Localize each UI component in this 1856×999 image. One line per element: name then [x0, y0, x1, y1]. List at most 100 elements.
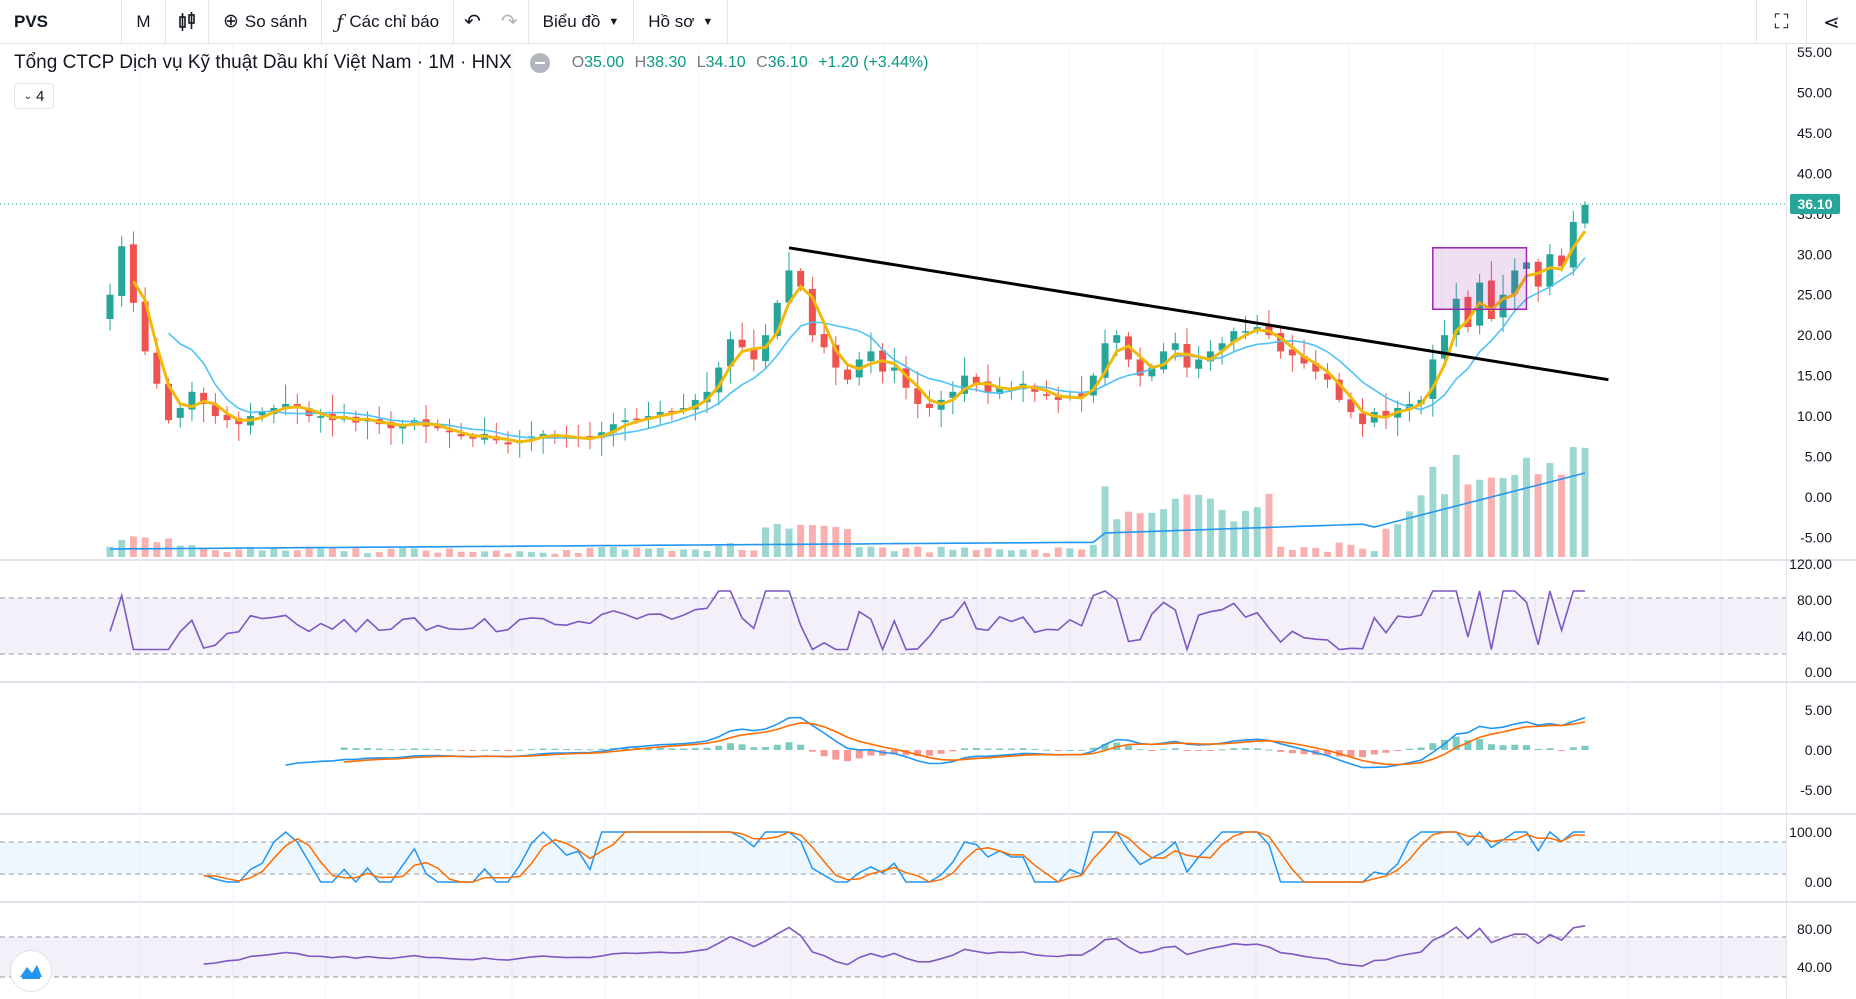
volume-bar	[1007, 550, 1015, 557]
volume-bar	[1054, 547, 1062, 557]
macd-histogram-bar	[1429, 743, 1437, 750]
macd-histogram-bar	[773, 744, 781, 750]
compare-button[interactable]: ⊕ So sánh	[209, 0, 323, 44]
change-value: +1.20 (+3.44%)	[818, 54, 929, 71]
undo-button[interactable]: ↶	[454, 0, 491, 44]
volume-bar	[867, 546, 875, 557]
volume-bar	[1288, 549, 1296, 557]
macd-histogram-bar	[598, 748, 606, 750]
fullscreen-icon: ⛶	[1774, 10, 1789, 33]
volume-bar	[165, 538, 173, 557]
volume-bar	[1382, 528, 1390, 557]
logo[interactable]	[10, 950, 52, 992]
share-button[interactable]: ⋖	[1806, 0, 1856, 44]
volume-bar	[1323, 551, 1331, 557]
descending-trendline[interactable]	[788, 246, 1609, 382]
volume-bar	[914, 546, 922, 557]
candle-body	[1464, 296, 1472, 328]
indicators-label: Các chỉ báo	[349, 11, 440, 31]
candle-body	[1382, 410, 1390, 417]
last-price-label: 36.10	[1797, 196, 1832, 212]
profile-menu-label: Hồ sơ	[648, 11, 695, 31]
candle-body	[1113, 335, 1121, 343]
fullscreen-button[interactable]: ⛶	[1756, 0, 1806, 44]
chart-menu-label: Biểu đồ	[542, 11, 601, 31]
high-key: H	[634, 54, 647, 71]
macd-histogram-bar	[1464, 740, 1472, 750]
macd-histogram-bar	[387, 749, 395, 751]
candle-body	[1323, 373, 1331, 380]
volume-bar	[937, 546, 945, 557]
candle-body	[914, 388, 922, 404]
volume-bar	[984, 547, 992, 557]
candle-body	[1288, 349, 1296, 356]
chart-menu-button[interactable]: Biểu đồ ▼	[529, 0, 635, 44]
candle-body	[1335, 379, 1343, 400]
candle-body	[1511, 270, 1519, 294]
candle-body	[1078, 393, 1086, 398]
rectangle-drawing[interactable]	[1432, 247, 1528, 311]
macd-histogram-bar	[726, 743, 734, 750]
volume-bar	[890, 551, 898, 557]
volume-bar	[1230, 521, 1238, 557]
macd-histogram-bar	[539, 748, 547, 750]
price-axis-tick: 20.00	[1797, 327, 1832, 343]
macd-histogram-bar	[691, 748, 699, 750]
interval-button[interactable]: M	[122, 0, 166, 44]
macd-histogram-bar	[1417, 747, 1425, 750]
macd-histogram-bar	[1452, 736, 1460, 750]
chevron-down-icon: ▼	[702, 15, 714, 28]
stoch-axis-tick: 0.00	[1805, 874, 1832, 890]
chart-type-button[interactable]	[166, 0, 209, 44]
volume-bar	[422, 550, 430, 557]
macd-histogram-bar	[750, 747, 758, 750]
legend-collapse-button[interactable]: ⌄ 4	[14, 83, 54, 109]
volume-bar	[925, 552, 933, 557]
compare-label: So sánh	[244, 11, 308, 31]
candle-body	[1300, 355, 1308, 364]
volume-bar	[1148, 512, 1156, 557]
candle-body	[165, 383, 173, 421]
volume-bar	[410, 548, 418, 557]
macd-histogram-bar	[410, 748, 418, 750]
macd-histogram-bar	[1534, 748, 1542, 750]
macd-histogram-bar	[1160, 749, 1168, 751]
candle-body	[258, 412, 266, 416]
volume-bar	[539, 552, 547, 557]
profile-menu-button[interactable]: Hồ sơ ▼	[634, 0, 729, 44]
candle-body	[996, 387, 1004, 394]
last-price-tag	[1790, 194, 1840, 214]
redo-button[interactable]: ↷	[491, 0, 529, 44]
candle-body	[1160, 351, 1168, 370]
candle-body	[1242, 331, 1250, 333]
macd-histogram-bar	[1522, 745, 1530, 750]
share-icon: ⋖	[1823, 11, 1840, 34]
macd-histogram-bar	[890, 750, 898, 755]
low-key: L	[696, 54, 706, 71]
price-axis-tick: -5.00	[1800, 529, 1832, 545]
price-axis-tick: 30.00	[1797, 246, 1832, 262]
volume-bar	[1242, 510, 1250, 557]
price-axis-tick: 50.00	[1797, 84, 1832, 100]
volume-bar	[1265, 493, 1273, 557]
symbol-search[interactable]: PVS	[0, 0, 122, 44]
macd-histogram-bar	[961, 748, 969, 750]
volume-bar	[1487, 477, 1495, 557]
macd-histogram-bar	[855, 750, 863, 759]
stoch-band	[0, 842, 1786, 874]
ma-fast-line	[132, 230, 1587, 444]
candle-body	[188, 391, 196, 410]
chevron-down-icon: ⌄	[23, 90, 33, 102]
macd-histogram-bar	[925, 750, 933, 756]
volume-bar	[656, 547, 664, 557]
volume-bar	[1160, 509, 1168, 557]
indicators-button[interactable]: ƒ Các chỉ báo	[322, 0, 455, 44]
macd-histogram-bar	[1242, 748, 1250, 750]
visibility-icon[interactable]	[529, 53, 550, 73]
macd-histogram-bar	[844, 750, 851, 762]
macd-histogram-bar	[703, 747, 711, 750]
macd-histogram-bar	[1019, 748, 1027, 750]
macd-histogram-bar	[469, 750, 477, 751]
volume-bar	[1394, 524, 1402, 557]
